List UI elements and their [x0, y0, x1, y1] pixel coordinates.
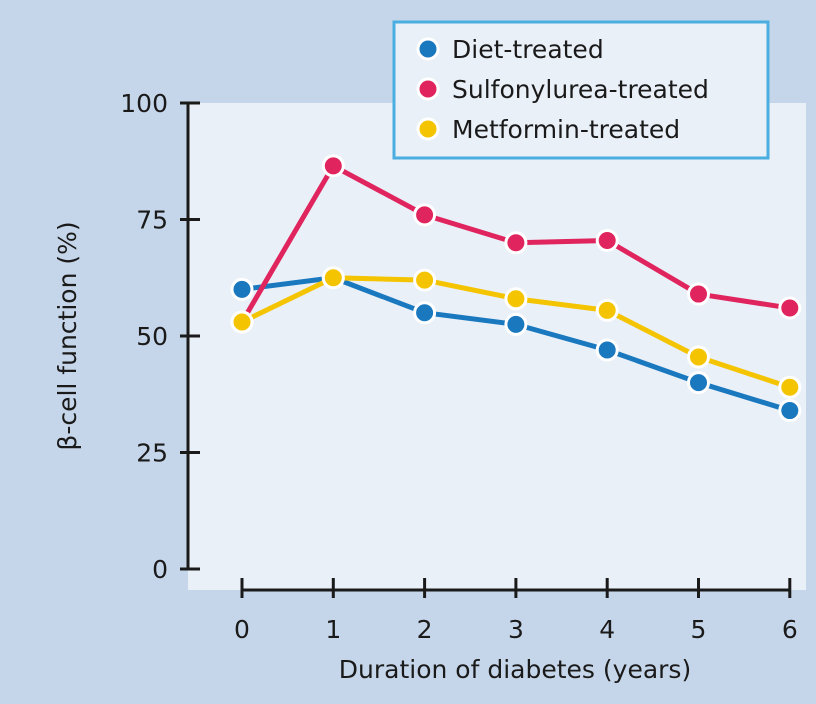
- x-tick-label: 4: [599, 615, 615, 644]
- data-point-sulfonylurea-treated: [687, 282, 710, 306]
- data-point-sulfonylurea-treated: [595, 228, 619, 252]
- legend-box: [392, 20, 770, 160]
- data-point-sulfonylurea-treated: [778, 296, 802, 320]
- legend-label: Metformin-treated: [452, 115, 680, 144]
- data-point-metformin-treated: [321, 266, 345, 290]
- legend-label: Sulfonylurea-treated: [452, 75, 709, 104]
- y-tick-label: 0: [152, 555, 168, 584]
- data-point-metformin-treated: [413, 268, 437, 292]
- legend-label: Diet-treated: [452, 35, 604, 64]
- data-point-metformin-treated: [504, 287, 528, 311]
- data-point-sulfonylurea-treated: [504, 231, 528, 255]
- legend-marker: [416, 117, 440, 141]
- legend: Diet-treated Sulfonylurea-treated Metformi…: [392, 20, 770, 160]
- data-point-metformin-treated: [687, 345, 710, 369]
- legend-marker: [416, 37, 440, 61]
- axes: 0 25 50 75 100 0 1 2 3 4 5 6: [120, 89, 797, 644]
- legend-marker: [416, 77, 440, 101]
- data-point-metformin-treated: [230, 310, 254, 334]
- x-tick-label: 6: [782, 615, 798, 644]
- x-tick-label: 2: [417, 615, 433, 644]
- y-tick-label: 50: [136, 322, 168, 351]
- series-layer: [230, 154, 802, 423]
- x-axis-title: Duration of diabetes (years): [339, 655, 691, 684]
- data-point-diet-treated: [595, 338, 619, 362]
- y-tick-label: 25: [136, 439, 168, 468]
- x-tick-label: 0: [234, 615, 250, 644]
- y-axis-title: β-cell function (%): [53, 221, 82, 450]
- y-tick-label: 75: [136, 206, 168, 235]
- data-point-metformin-treated: [778, 375, 802, 399]
- data-point-diet-treated: [687, 371, 710, 395]
- y-tick-label: 100: [120, 89, 168, 118]
- data-point-diet-treated: [778, 399, 802, 423]
- data-point-diet-treated: [413, 301, 437, 325]
- x-tick-label: 5: [691, 615, 707, 644]
- data-point-diet-treated: [504, 312, 528, 336]
- x-tick-label: 3: [508, 615, 524, 644]
- data-point-sulfonylurea-treated: [321, 154, 345, 178]
- data-point-diet-treated: [230, 277, 254, 301]
- data-point-sulfonylurea-treated: [413, 203, 437, 227]
- plot-area: [188, 103, 806, 590]
- data-point-metformin-treated: [595, 298, 619, 322]
- x-tick-label: 1: [325, 615, 341, 644]
